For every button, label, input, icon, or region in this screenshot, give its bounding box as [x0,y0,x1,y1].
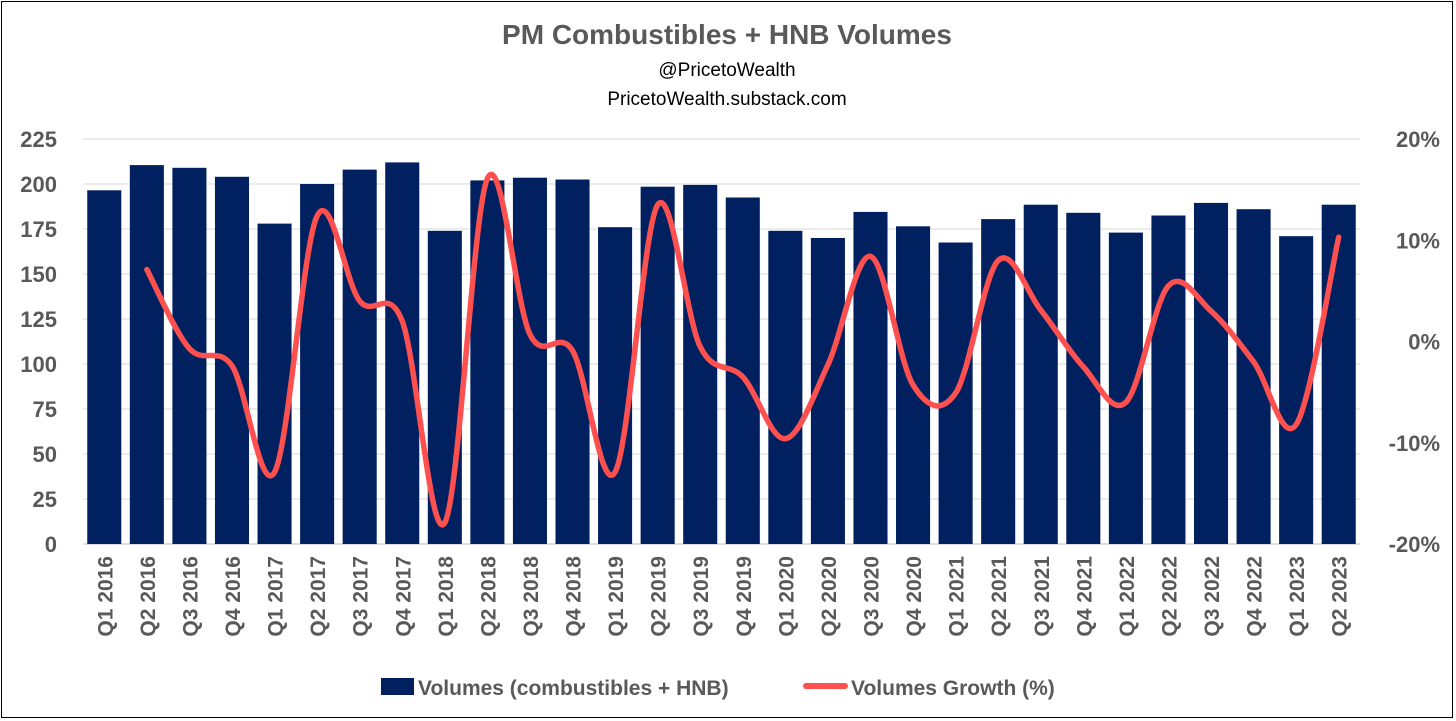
right-tick-label: -10% [1389,431,1440,456]
right-axis: -20% -10% 0% 10% 20% [1389,127,1440,557]
x-tick-label: Q2 2022 [1158,556,1181,637]
right-tick-label: -20% [1389,532,1440,557]
x-tick-label: Q4 2017 [392,556,415,637]
bar-series [87,162,1356,545]
bar [300,184,335,544]
legend: Volumes (combustibles + HNB) Volumes Gro… [381,677,1055,700]
x-tick-label: Q4 2018 [563,556,586,637]
bar [385,162,420,544]
bar [1023,204,1058,544]
chart-subtitle-handle: @PricetoWealth [658,60,795,81]
x-tick-label: Q2 2023 [1329,556,1352,637]
x-tick-label: Q3 2017 [350,556,373,637]
left-tick-label: 25 [33,487,57,512]
x-tick-label: Q3 2021 [1031,556,1054,637]
bar [342,169,377,544]
x-tick-label: Q1 2018 [435,556,458,637]
x-tick-label: Q2 2018 [477,556,500,637]
x-tick-label: Q4 2020 [903,556,926,637]
right-tick-label: 20% [1396,127,1440,152]
legend-swatch-volumes [381,678,414,695]
bar [1151,215,1186,544]
x-tick-label: Q1 2023 [1286,556,1309,637]
bar [640,186,675,544]
bar [214,176,250,545]
bar [598,227,633,544]
left-tick-label: 175 [20,217,57,242]
x-tick-label: Q3 2019 [690,556,713,637]
chart-title: PM Combustibles + HNB Volumes [502,19,952,50]
x-tick-label: Q1 2019 [605,556,628,637]
bar [1236,209,1271,544]
left-tick-label: 150 [20,262,57,287]
bar [129,165,164,544]
x-tick-label: Q4 2022 [1244,556,1267,637]
left-tick-label: 0 [45,532,57,557]
right-tick-label: 10% [1396,228,1440,253]
left-tick-label: 225 [20,127,57,152]
right-tick-label: 0% [1408,330,1440,355]
x-tick-label: Q1 2020 [775,556,798,637]
x-tick-label: Q1 2021 [946,556,969,637]
bar [1321,204,1356,544]
x-tick-label: Q1 2017 [265,556,288,637]
bar [768,230,803,545]
x-tick-label: Q1 2016 [94,556,117,637]
bar [981,219,1016,544]
x-tick-label: Q3 2022 [1201,556,1224,637]
bar [1108,232,1143,544]
left-tick-label: 75 [33,397,57,422]
left-tick-label: 100 [20,352,57,377]
x-tick-label: Q4 2021 [1073,556,1096,637]
x-tick-label: Q3 2018 [520,556,543,637]
bar [512,177,547,544]
left-tick-label: 125 [20,307,57,332]
x-tick-label: Q4 2019 [733,556,756,637]
x-tick-label: Q3 2016 [179,556,202,637]
left-tick-label: 50 [33,442,57,467]
legend-label-volumes: Volumes (combustibles + HNB) [418,677,729,700]
x-tick-label: Q2 2019 [648,556,671,637]
x-tick-label: Q2 2017 [307,556,330,637]
chart-subtitle-site: PricetoWealth.substack.com [607,89,846,110]
legend-label-growth: Volumes Growth (%) [851,677,1055,700]
left-tick-label: 200 [20,172,57,197]
left-axis: 0 25 50 75 100 125 150 175 200 225 [20,127,57,557]
x-tick-label: Q2 2020 [818,556,841,637]
bar [555,179,590,544]
x-tick-label: Q1 2022 [1116,556,1139,637]
x-tick-label: Q3 2020 [860,556,883,637]
x-tick-label: Q4 2016 [222,556,245,637]
line-series [144,172,1342,528]
bar [87,190,122,545]
x-axis: Q1 2016 Q2 2016 Q3 2016 Q4 2016 Q1 2017 Q2 20… [94,556,1351,637]
bar [1193,202,1229,544]
bar [257,223,292,544]
x-tick-label: Q2 2021 [988,556,1011,637]
bar [853,211,888,544]
x-tick-label: Q2 2016 [137,556,160,637]
